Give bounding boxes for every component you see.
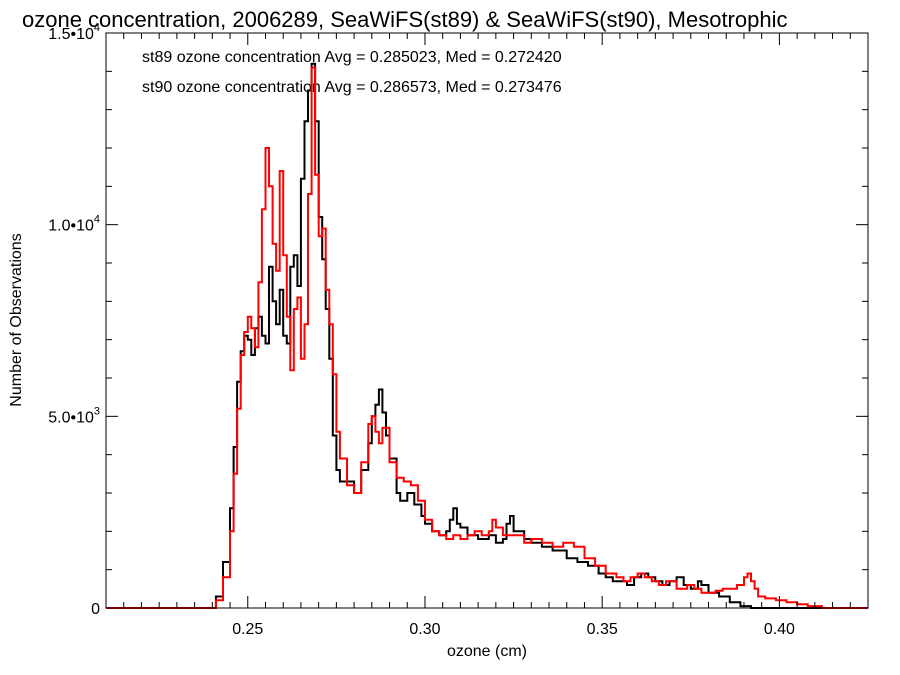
y-tick-label: 1.5•104 — [48, 22, 100, 43]
y-axis-label: Number of Observations — [8, 233, 25, 406]
y-tick-label: 0 — [91, 601, 100, 618]
x-tick-label: 0.40 — [764, 621, 795, 638]
series-line-st89 — [106, 62, 868, 609]
y-tick-label: 1.0•104 — [48, 214, 100, 235]
series-layer — [106, 62, 868, 609]
x-tick-label: 0.25 — [232, 621, 263, 638]
st90-stats-annotation: st90 ozone concentration Avg = 0.286573,… — [142, 79, 562, 96]
y-tick-label: 5.0•103 — [48, 405, 100, 426]
chart-title: ozone concentration, 2006289, SeaWiFS(st… — [22, 7, 787, 32]
x-tick-label: 0.35 — [587, 621, 618, 638]
x-tick-label: 0.30 — [409, 621, 440, 638]
axes-layer: 0.25 0.30 0.35 0.40 0 5.0•103 1.0•104 1.5•104 — [48, 22, 869, 638]
plot-frame — [105, 32, 869, 609]
st89-stats-annotation: st89 ozone concentration Avg = 0.285023,… — [142, 49, 562, 66]
series-line-st90 — [106, 66, 868, 609]
x-axis-label: ozone (cm) — [447, 643, 527, 660]
